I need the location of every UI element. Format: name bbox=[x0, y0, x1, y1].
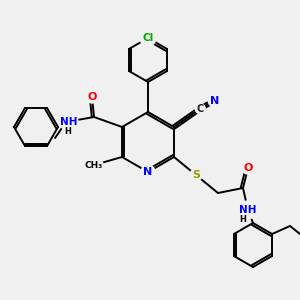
Text: NH: NH bbox=[239, 205, 257, 215]
Text: O: O bbox=[243, 163, 253, 173]
Circle shape bbox=[85, 156, 103, 174]
Text: N: N bbox=[210, 96, 219, 106]
Circle shape bbox=[242, 162, 254, 174]
Circle shape bbox=[239, 215, 247, 223]
Circle shape bbox=[86, 91, 98, 103]
Text: Cl: Cl bbox=[142, 33, 154, 43]
Circle shape bbox=[190, 169, 202, 181]
Text: NH: NH bbox=[60, 117, 78, 127]
Circle shape bbox=[208, 94, 220, 106]
Circle shape bbox=[140, 30, 156, 46]
Circle shape bbox=[60, 113, 78, 131]
Circle shape bbox=[141, 165, 155, 179]
Text: C: C bbox=[196, 103, 204, 114]
Text: O: O bbox=[87, 92, 97, 102]
Text: S: S bbox=[192, 170, 200, 180]
Text: H: H bbox=[239, 214, 246, 224]
Text: CH₃: CH₃ bbox=[85, 160, 103, 169]
Circle shape bbox=[195, 103, 205, 114]
Text: N: N bbox=[143, 167, 153, 177]
Text: H: H bbox=[64, 127, 71, 136]
Circle shape bbox=[239, 201, 257, 219]
Circle shape bbox=[64, 127, 72, 135]
